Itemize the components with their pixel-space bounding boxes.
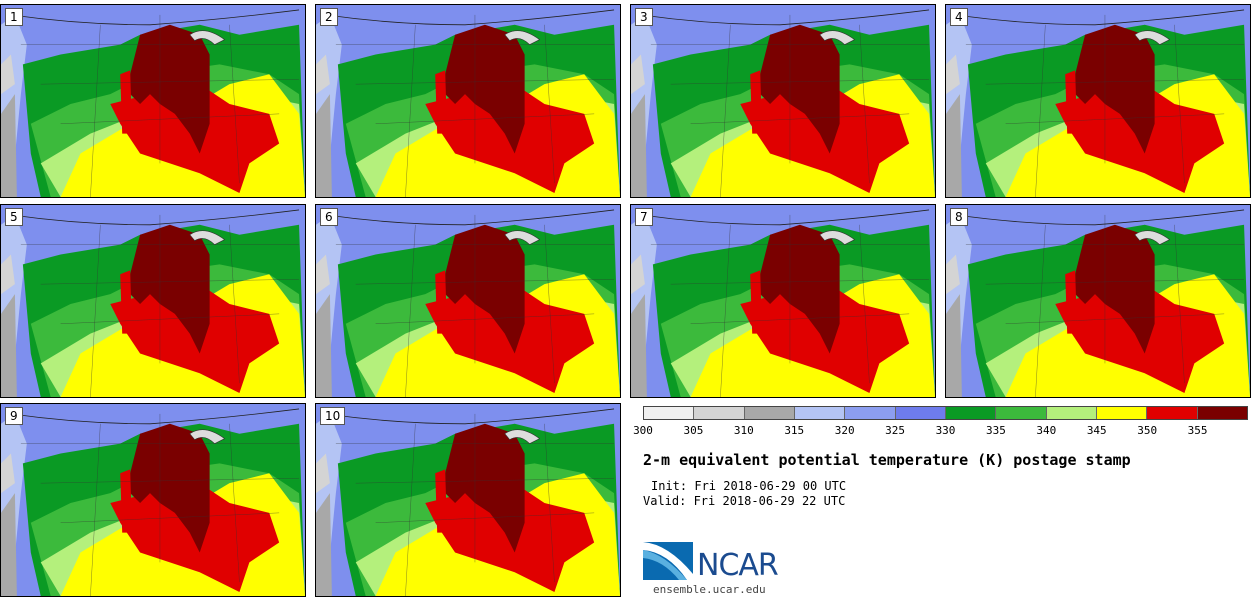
theta-e-map [1,5,305,197]
map-panel: 8 [945,204,1251,398]
colorbar-segment [1046,407,1097,419]
colorbar-segment [845,407,896,419]
map-panel: 9 [0,403,306,597]
theta-e-map [1,205,305,397]
valid-time: Valid: Fri 2018-06-29 22 UTC [643,494,846,508]
map-panel: 2 [315,4,621,198]
panel-number: 8 [950,208,968,226]
colorbar-segment [744,407,795,419]
panel-number: 4 [950,8,968,26]
colorbar-segment [644,407,695,419]
theta-e-map [316,5,620,197]
colorbar-segment [794,407,846,419]
colorbar-tick-label: 340 [1036,424,1057,437]
map-panel: 6 [315,204,621,398]
panel-number: 7 [635,208,653,226]
colorbar-tick-label: 330 [935,424,956,437]
colorbar-segment [1147,407,1198,419]
panel-number: 3 [635,8,653,26]
colorbar-segment [945,407,997,419]
theta-e-map [946,5,1250,197]
colorbar-segment [694,407,745,419]
panel-number: 9 [5,407,23,425]
ncar-logo-icon [643,542,693,580]
colorbar-tick-label: 325 [885,424,906,437]
colorbar-tick-label: 350 [1137,424,1158,437]
colorbar-tick-label: 305 [683,424,704,437]
colorbar [643,406,1248,420]
panel-number: 10 [320,407,346,425]
map-panel: 3 [630,4,936,198]
map-panel: 7 [630,204,936,398]
colorbar-segment [1096,407,1148,419]
theta-e-map [1,404,305,596]
panel-number: 5 [5,208,23,226]
colorbar-tick-label: 345 [1086,424,1107,437]
map-panel: 1 [0,4,306,198]
website-url: ensemble.ucar.edu [653,583,766,596]
theta-e-map [316,404,620,596]
theta-e-map [631,205,935,397]
colorbar-segment [996,407,1047,419]
theta-e-map [631,5,935,197]
panel-number: 1 [5,8,23,26]
colorbar-tick-label: 315 [784,424,805,437]
colorbar-tick-label: 335 [985,424,1006,437]
theta-e-map [316,205,620,397]
figure-title: 2-m equivalent potential temperature (K)… [643,451,1131,469]
colorbar-tick-label: 320 [834,424,855,437]
colorbar-segment [895,407,946,419]
panel-number: 2 [320,8,338,26]
init-time: Init: Fri 2018-06-29 00 UTC [651,479,847,493]
map-panel: 4 [945,4,1251,198]
colorbar-tick-label: 300 [633,424,653,437]
colorbar-segment [1197,407,1247,419]
map-panel: 5 [0,204,306,398]
ncar-logo-text: NCAR [697,548,779,583]
colorbar-tick-label: 355 [1187,424,1208,437]
map-panel: 10 [315,403,621,597]
colorbar-tick-label: 310 [733,424,754,437]
theta-e-map [946,205,1250,397]
panel-number: 6 [320,208,338,226]
